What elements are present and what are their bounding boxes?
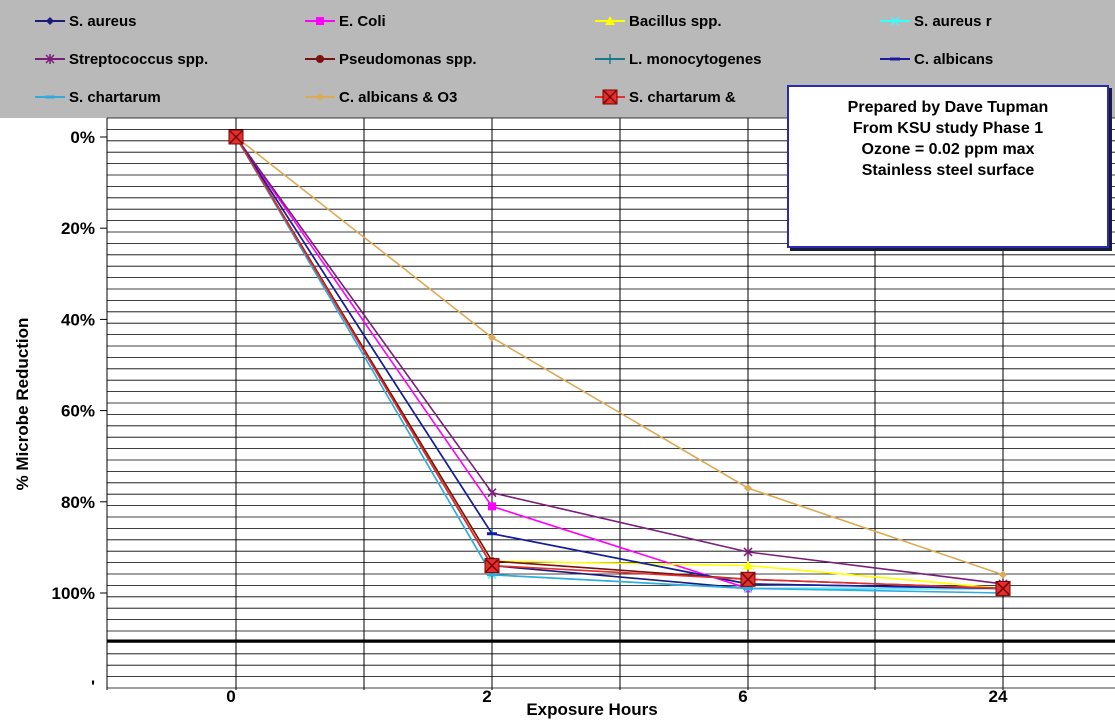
legend: S. aureus E. Coli Bacillus spp. S. aureus r… — [35, 13, 993, 106]
y-tick-label: 80% — [61, 493, 95, 512]
data-point — [488, 333, 496, 342]
legend-label: E. Coli — [339, 13, 386, 30]
data-point — [487, 573, 497, 577]
legend-item: Streptococcus spp. — [35, 51, 208, 68]
legend-label: L. monocytogenes — [629, 51, 762, 68]
legend-label: Pseudomonas spp. — [339, 51, 477, 68]
y-tick-label: 40% — [61, 310, 95, 329]
legend-item: E. Coli — [305, 13, 386, 30]
x-tick-label: 2 — [482, 687, 491, 706]
data-point — [743, 560, 753, 570]
legend-item: S. chartarum & — [595, 89, 736, 106]
legend-marker — [45, 54, 55, 64]
data-point — [487, 532, 497, 536]
legend-marker — [316, 17, 324, 25]
y-tick-label: 60% — [61, 402, 95, 421]
legend-item: C. albicans — [880, 51, 993, 68]
series-line — [235, 136, 1004, 576]
legend-marker — [890, 16, 900, 26]
legend-marker — [316, 93, 324, 101]
x-tick-label: 24 — [989, 687, 1008, 706]
data-point — [743, 586, 753, 590]
legend-item: L. monocytogenes — [595, 51, 762, 68]
annotation-line: Ozone = 0.02 ppm max — [861, 141, 1035, 158]
legend-item: C. albicans & O3 — [305, 89, 457, 106]
legend-item: Bacillus spp. — [595, 13, 722, 30]
data-point — [484, 558, 500, 574]
legend-label: S. chartarum — [69, 89, 161, 106]
x-tick-label: 6 — [738, 687, 747, 706]
series-line — [235, 136, 1004, 585]
data-point — [743, 546, 753, 557]
series-line — [235, 136, 1004, 590]
y-tick-label: 20% — [61, 219, 95, 238]
legend-marker — [605, 54, 615, 64]
legend-marker — [602, 89, 618, 105]
legend-label: S. aureus r — [914, 13, 992, 30]
legend-label: Bacillus spp. — [629, 13, 722, 30]
legend-label: Streptococcus spp. — [69, 51, 208, 68]
legend-marker — [316, 55, 324, 63]
annotation-line: From KSU study Phase 1 — [852, 120, 1044, 137]
legend-marker — [605, 16, 615, 25]
data-point — [487, 487, 497, 498]
series-line — [235, 136, 1004, 594]
series-line — [235, 136, 1004, 590]
legend-item: S. aureus r — [880, 13, 992, 30]
legend-label: C. albicans & O3 — [339, 89, 457, 106]
y-tick-label: 100% — [52, 584, 95, 603]
y-tick-label: ' — [91, 677, 95, 696]
data-point — [744, 484, 752, 493]
x-tick-label: 0 — [226, 687, 235, 706]
legend-marker — [45, 95, 55, 99]
data-point — [995, 580, 1011, 596]
annotation-line: Prepared by Dave Tupman — [847, 99, 1049, 116]
data-point — [999, 570, 1007, 579]
legend-label: S. aureus — [69, 13, 137, 30]
data-point — [488, 502, 496, 511]
series-lines — [228, 129, 1011, 596]
legend-label: S. chartarum & — [629, 89, 736, 106]
x-axis-tick-labels: 0 2 6 24 — [226, 687, 1008, 706]
annotation-line: Stainless steel surface — [861, 162, 1035, 179]
y-axis-tick-labels: 0% 20% 40% 60% 80% 100% ' — [52, 128, 107, 696]
legend-item: Pseudomonas spp. — [305, 51, 477, 68]
annotation-box: Prepared by Dave Tupman From KSU study P… — [787, 85, 1109, 248]
data-point — [740, 571, 756, 587]
y-tick-label: 0% — [70, 128, 95, 147]
data-point — [228, 129, 244, 145]
series-s-chartarum-o3 — [228, 129, 1011, 596]
legend-marker — [890, 57, 900, 61]
x-axis-title: Exposure Hours — [526, 700, 657, 719]
y-axis-title: % Microbe Reduction — [13, 318, 32, 491]
legend-item: S. chartarum — [35, 89, 161, 106]
legend-marker — [46, 17, 54, 25]
legend-item: S. aureus — [35, 13, 137, 30]
legend-label: C. albicans — [914, 51, 993, 68]
